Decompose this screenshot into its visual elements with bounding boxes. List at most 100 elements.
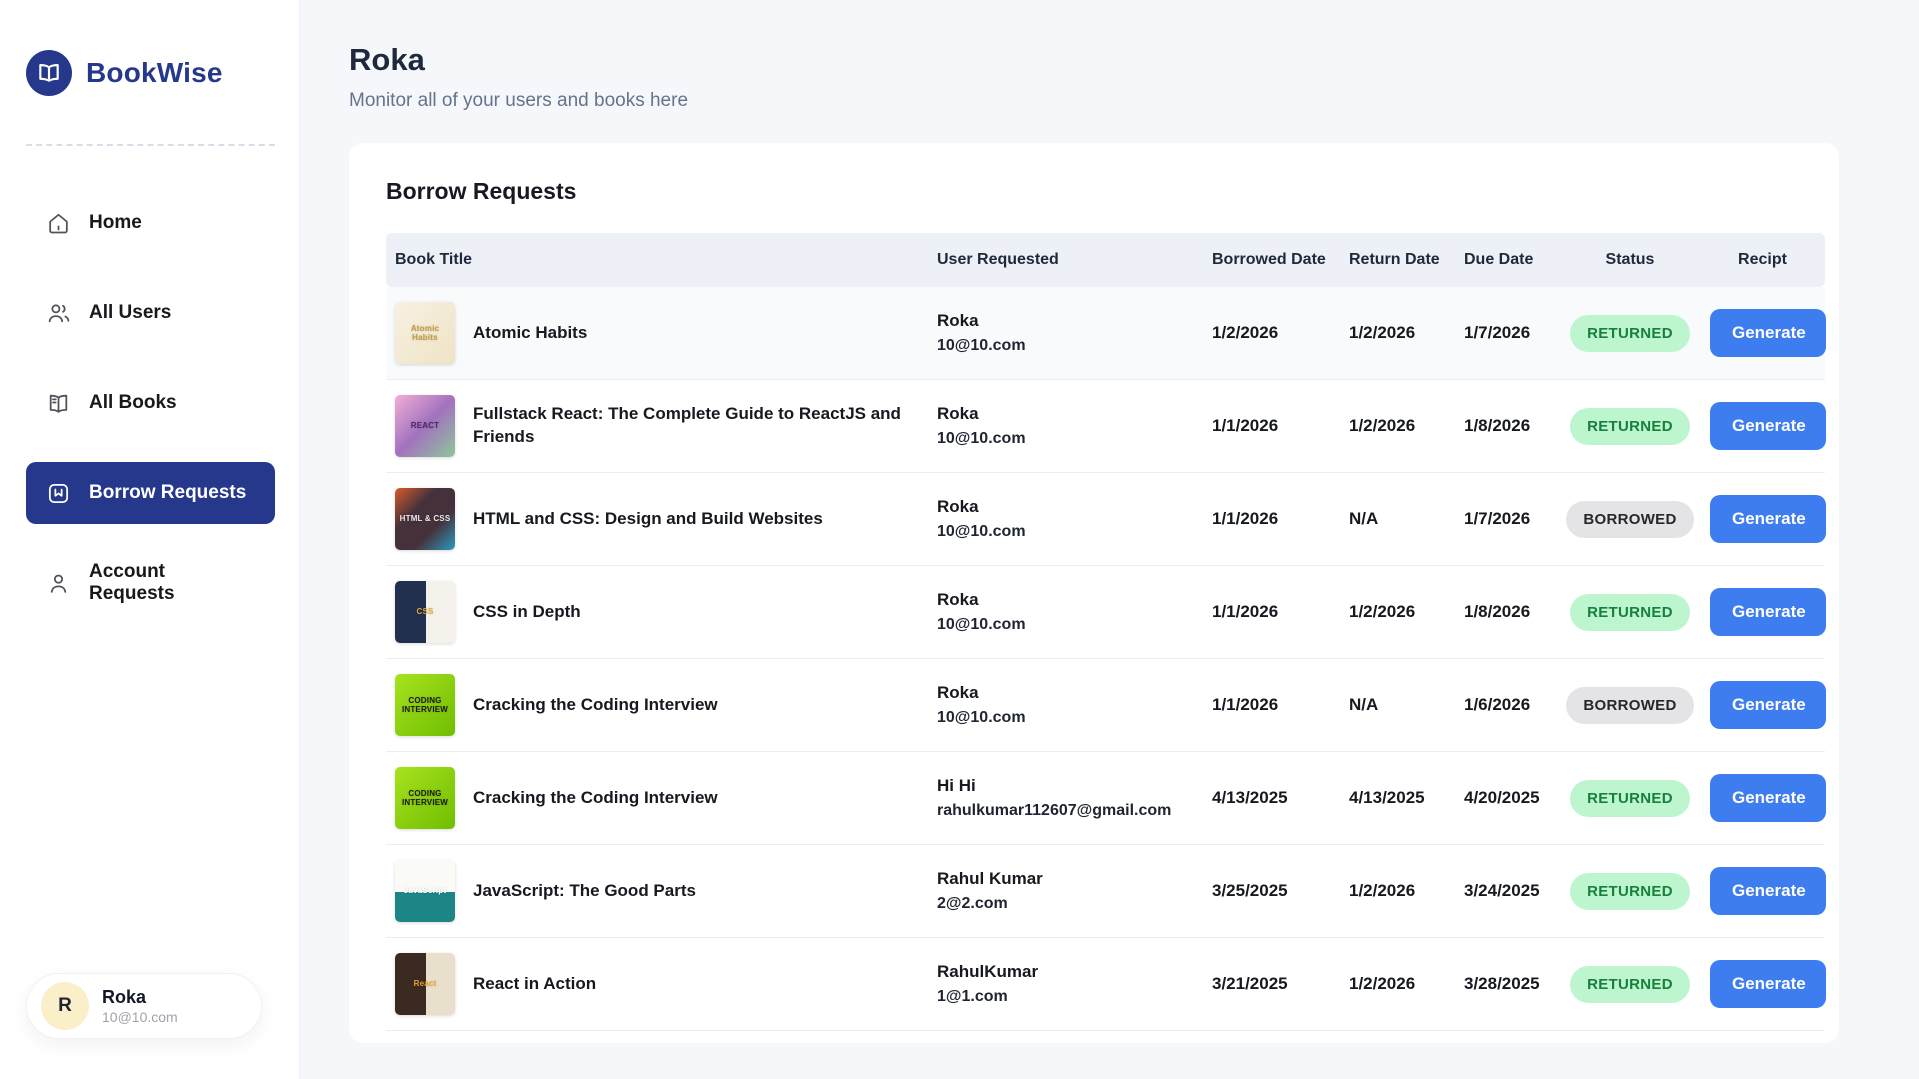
table-row: JavaScript JavaScript: The Good Parts Ra… [386,845,1825,938]
recipt-cell: Generate [1700,681,1825,729]
status-badge: BORROWED [1566,687,1693,724]
sidebar-item-home[interactable]: Home [26,192,275,254]
borrow-book-icon [46,481,71,506]
book-cover-label: Atomic Habits [395,322,455,344]
borrowed-date: 3/25/2025 [1203,881,1340,901]
recipt-cell: Generate [1700,402,1825,450]
book-cell: HTML & CSS HTML and CSS: Design and Buil… [386,488,928,550]
return-date: 1/2/2026 [1340,602,1455,622]
recipt-cell: Generate [1700,309,1825,357]
book-cover-thumb: HTML & CSS [395,488,455,550]
return-date: 1/2/2026 [1340,974,1455,994]
table-row: REACT Fullstack React: The Complete Guid… [386,380,1825,473]
profile-name: Roka [102,987,178,1008]
user-email: rahulkumar112607@gmail.com [937,801,1189,821]
book-title: Fullstack React: The Complete Guide to R… [473,403,914,449]
book-cover-thumb: JavaScript [395,860,455,922]
col-header-user-requested: User Requested [928,242,1203,279]
book-cell: React React in Action [386,953,928,1015]
recipt-cell: Generate [1700,960,1825,1008]
sidebar-item-label: Home [89,212,142,234]
due-date: 1/7/2026 [1455,509,1560,529]
status-cell: RETURNED [1560,873,1700,910]
sidebar-nav: Home All Users All Books Borrow Requests… [26,192,275,614]
generate-button[interactable]: Generate [1710,309,1826,357]
user-name: Roka [937,403,1189,425]
status-cell: RETURNED [1560,594,1700,631]
generate-button[interactable]: Generate [1710,402,1826,450]
book-cell: CSS CSS in Depth [386,581,928,643]
sidebar-item-borrow-requests[interactable]: Borrow Requests [26,462,275,524]
user-name: Roka [937,496,1189,518]
book-cover-label: CSS [414,605,435,618]
sidebar-item-all-books[interactable]: All Books [26,372,275,434]
avatar: R [41,982,89,1030]
book-cell: Atomic Habits Atomic Habits [386,302,928,364]
return-date: N/A [1340,509,1455,529]
table-body: Atomic Habits Atomic Habits Roka 10@10.c… [386,287,1825,1043]
due-date: 1/7/2026 [1455,323,1560,343]
book-cover-thumb: CSS [395,581,455,643]
status-cell: RETURNED [1560,966,1700,1003]
generate-button[interactable]: Generate [1710,495,1826,543]
recipt-cell: Generate [1700,867,1825,915]
book-title: JavaScript: The Good Parts [473,880,696,903]
table-row: HTML & CSS HTML and CSS: Design and Buil… [386,473,1825,566]
return-date: 1/2/2026 [1340,416,1455,436]
col-header-recipt: Recipt [1700,242,1825,279]
borrowed-date: 1/1/2026 [1203,602,1340,622]
user-name: Hi Hi [937,775,1189,797]
user-cell: Roka 10@10.com [928,403,1203,448]
book-cell: CODING INTERVIEW Cracking the Coding Int… [386,767,928,829]
sidebar-item-account-requests[interactable]: Account Requests [26,552,275,614]
book-cover-thumb: Atomic Habits [395,302,455,364]
brand-logo[interactable]: BookWise [26,50,275,96]
user-email: 10@10.com [937,429,1189,449]
recipt-cell: Generate [1700,495,1825,543]
user-cell: RahulKumar 1@1.com [928,961,1203,1006]
user-email: 10@10.com [937,522,1189,542]
generate-button[interactable]: Generate [1710,774,1826,822]
book-cover-label: REACT [409,419,442,432]
borrowed-date: 1/1/2026 [1203,509,1340,529]
status-badge: RETURNED [1570,594,1690,631]
book-title: Atomic Habits [473,322,587,345]
panel-title: Borrow Requests [386,178,1825,205]
book-cover-label: React [412,977,439,990]
status-cell: RETURNED [1560,315,1700,352]
generate-button[interactable]: Generate [1710,960,1826,1008]
table-row: CODING INTERVIEW Cracking the Coding Int… [386,752,1825,845]
user-cell: Roka 10@10.com [928,589,1203,634]
return-date: N/A [1340,695,1455,715]
generate-button[interactable]: Generate [1710,681,1826,729]
sidebar: BookWise Home All Users All Books Borrow… [0,0,300,1079]
generate-button[interactable]: Generate [1710,867,1826,915]
generate-button[interactable]: Generate [1710,588,1826,636]
user-name: Roka [937,310,1189,332]
borrowed-date: 1/1/2026 [1203,695,1340,715]
book-cover-label: HTML & CSS [398,512,453,525]
col-header-book-title: Book Title [386,242,928,279]
user-email: 10@10.com [937,615,1189,635]
table-row: CODING INTERVIEW Cracking the Coding Int… [386,659,1825,752]
status-cell: BORROWED [1560,687,1700,724]
book-cover-label: CODING INTERVIEW [395,787,455,809]
brand-name: BookWise [86,57,223,89]
book-cover-label: JavaScript [402,884,448,897]
sidebar-item-label: All Users [89,302,171,324]
col-header-return-date: Return Date [1340,242,1455,279]
book-cover-thumb: REACT [395,395,455,457]
profile-info: Roka 10@10.com [102,987,178,1026]
col-header-due-date: Due Date [1455,242,1560,279]
profile-card[interactable]: R Roka 10@10.com [26,973,262,1039]
status-badge: BORROWED [1566,501,1693,538]
book-cover-label: CODING INTERVIEW [395,694,455,716]
book-cover-thumb: CODING INTERVIEW [395,767,455,829]
home-icon [46,211,71,236]
status-cell: RETURNED [1560,408,1700,445]
sidebar-item-all-users[interactable]: All Users [26,282,275,344]
return-date: 1/2/2026 [1340,323,1455,343]
user-name: Roka [937,682,1189,704]
status-badge: RETURNED [1570,408,1690,445]
due-date: 3/28/2025 [1455,974,1560,994]
